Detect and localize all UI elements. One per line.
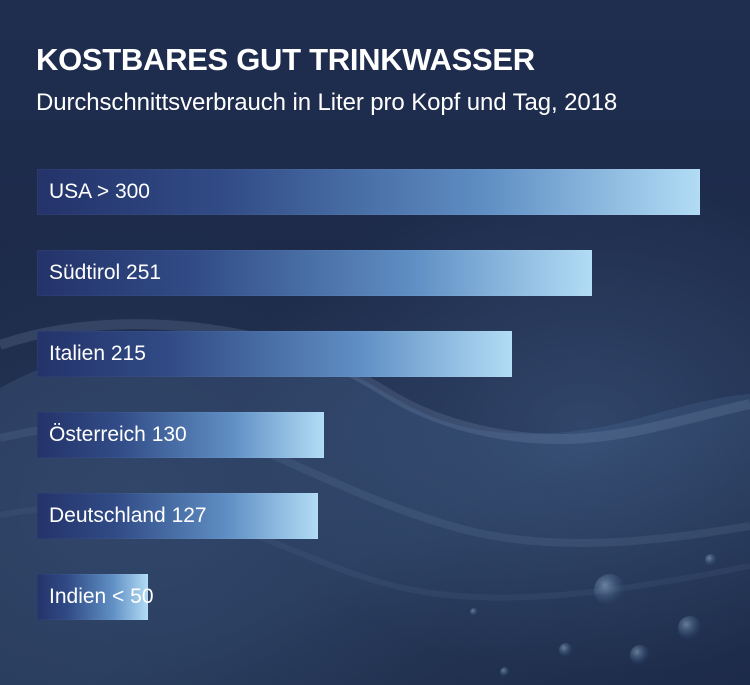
water-droplet — [559, 643, 573, 657]
bar-label: Italien 215 — [49, 342, 146, 365]
bar-label: USA > 300 — [49, 180, 150, 203]
chart-subtitle: Durchschnittsverbrauch in Liter pro Kopf… — [36, 89, 618, 116]
water-droplet — [500, 667, 510, 677]
bar — [37, 250, 592, 296]
bar — [37, 574, 148, 620]
bar-label: Südtirol 251 — [49, 261, 162, 284]
bar — [37, 169, 700, 215]
water-droplet — [630, 645, 650, 665]
bar — [37, 412, 325, 458]
water-droplet — [470, 608, 478, 616]
bar — [37, 493, 318, 539]
water-droplet — [678, 616, 702, 640]
chart-title: KOSTBARES GUT TRINKWASSER — [36, 42, 535, 77]
water-droplet — [594, 574, 626, 606]
water-droplet — [705, 554, 717, 566]
bar-label: Deutschland 127 — [49, 504, 207, 527]
bar-label: Österreich 130 — [49, 423, 187, 446]
bar — [37, 331, 513, 377]
bar-label: Indien < 50 — [49, 585, 154, 608]
